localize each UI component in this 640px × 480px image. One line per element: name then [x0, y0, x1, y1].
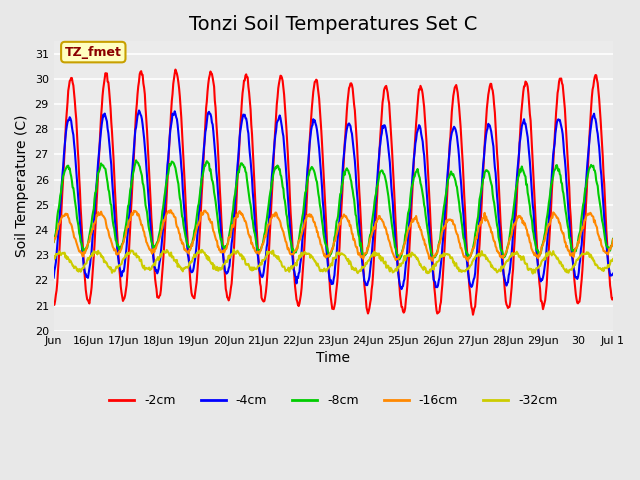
- -8cm: [115, 247, 123, 252]
- Text: TZ_fmet: TZ_fmet: [65, 46, 122, 59]
- Line: -8cm: -8cm: [54, 160, 613, 260]
- Line: -32cm: -32cm: [54, 250, 613, 274]
- -16cm: [609, 237, 617, 242]
- -16cm: [50, 239, 58, 245]
- -4cm: [397, 286, 405, 292]
- -8cm: [247, 202, 255, 208]
- Line: -16cm: -16cm: [54, 210, 613, 261]
- -32cm: [247, 267, 255, 273]
- -32cm: [230, 247, 237, 252]
- -8cm: [609, 236, 617, 242]
- -16cm: [392, 257, 399, 263]
- -32cm: [392, 266, 399, 272]
- -16cm: [166, 207, 174, 213]
- -2cm: [115, 265, 123, 271]
- -4cm: [219, 250, 227, 256]
- -16cm: [247, 234, 255, 240]
- Line: -2cm: -2cm: [54, 70, 613, 315]
- X-axis label: Time: Time: [316, 351, 350, 365]
- -2cm: [609, 295, 617, 301]
- -8cm: [268, 180, 276, 185]
- -4cm: [50, 275, 58, 280]
- -2cm: [50, 302, 58, 308]
- Title: Tonzi Soil Temperatures Set C: Tonzi Soil Temperatures Set C: [189, 15, 477, 34]
- -8cm: [219, 243, 227, 249]
- -2cm: [392, 221, 399, 227]
- -32cm: [529, 271, 536, 276]
- -16cm: [268, 215, 276, 221]
- -32cm: [115, 263, 123, 269]
- -2cm: [247, 107, 255, 112]
- -32cm: [268, 251, 276, 257]
- -32cm: [218, 266, 226, 272]
- -4cm: [115, 264, 123, 270]
- -16cm: [219, 248, 227, 253]
- -4cm: [392, 244, 399, 250]
- -32cm: [50, 256, 58, 262]
- -2cm: [469, 312, 477, 318]
- Line: -4cm: -4cm: [54, 110, 613, 289]
- -8cm: [132, 157, 140, 163]
- -2cm: [172, 67, 179, 72]
- Legend: -2cm, -4cm, -8cm, -16cm, -32cm: -2cm, -4cm, -8cm, -16cm, -32cm: [104, 389, 563, 412]
- -4cm: [609, 271, 617, 276]
- -4cm: [247, 158, 255, 164]
- -2cm: [423, 149, 431, 155]
- -2cm: [219, 243, 227, 249]
- -8cm: [392, 245, 399, 251]
- -16cm: [464, 258, 472, 264]
- -8cm: [424, 228, 431, 234]
- -4cm: [424, 204, 431, 210]
- -4cm: [135, 108, 143, 113]
- -8cm: [50, 239, 58, 245]
- -16cm: [115, 249, 123, 254]
- -16cm: [423, 248, 431, 253]
- -2cm: [268, 195, 276, 201]
- Y-axis label: Soil Temperature (C): Soil Temperature (C): [15, 115, 29, 257]
- -8cm: [396, 257, 403, 263]
- -4cm: [268, 175, 276, 180]
- -32cm: [423, 268, 431, 274]
- -32cm: [609, 256, 617, 262]
